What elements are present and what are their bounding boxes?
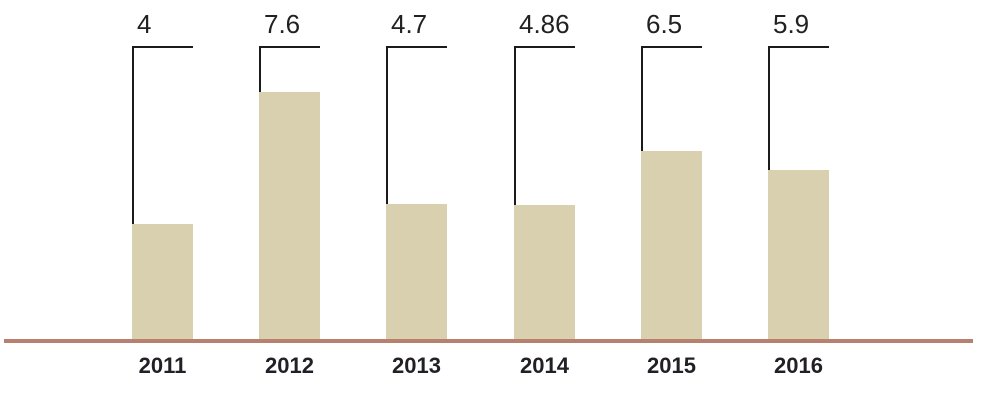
bar-group: 5.9 2016	[768, 0, 829, 403]
bar	[641, 151, 702, 341]
x-axis-line	[4, 339, 973, 343]
frame-vertical-line	[132, 46, 134, 341]
bar	[768, 170, 829, 341]
category-label: 2015	[647, 353, 696, 378]
data-label: 4.86	[519, 9, 570, 39]
frame-vertical-line	[386, 46, 388, 341]
frame-cap-line	[641, 46, 702, 48]
category-label: 2014	[520, 353, 569, 378]
bar	[386, 204, 447, 341]
bar	[514, 205, 575, 341]
frame-cap-line	[259, 46, 320, 48]
bar-group: 4.86 2014	[514, 0, 575, 403]
data-label: 7.6	[264, 9, 301, 39]
bar	[259, 92, 320, 341]
frame-cap-line	[386, 46, 447, 48]
category-label: 2012	[265, 353, 314, 378]
data-label: 5.9	[773, 9, 810, 39]
bar-group: 7.6 2012	[259, 0, 320, 403]
category-label: 2016	[774, 353, 823, 378]
category-label: 2013	[392, 353, 441, 378]
data-label: 4.7	[391, 9, 428, 39]
frame-vertical-line	[514, 46, 516, 341]
bar-group: 6.5 2015	[641, 0, 702, 403]
bar-group: 4.7 2013	[386, 0, 447, 403]
frame-cap-line	[132, 46, 193, 48]
bar	[132, 224, 193, 341]
category-label: 2011	[138, 353, 187, 378]
frame-cap-line	[514, 46, 575, 48]
data-label: 4	[137, 9, 152, 39]
bar-group: 4 2011	[132, 0, 193, 403]
frame-cap-line	[768, 46, 829, 48]
data-label: 6.5	[646, 9, 683, 39]
